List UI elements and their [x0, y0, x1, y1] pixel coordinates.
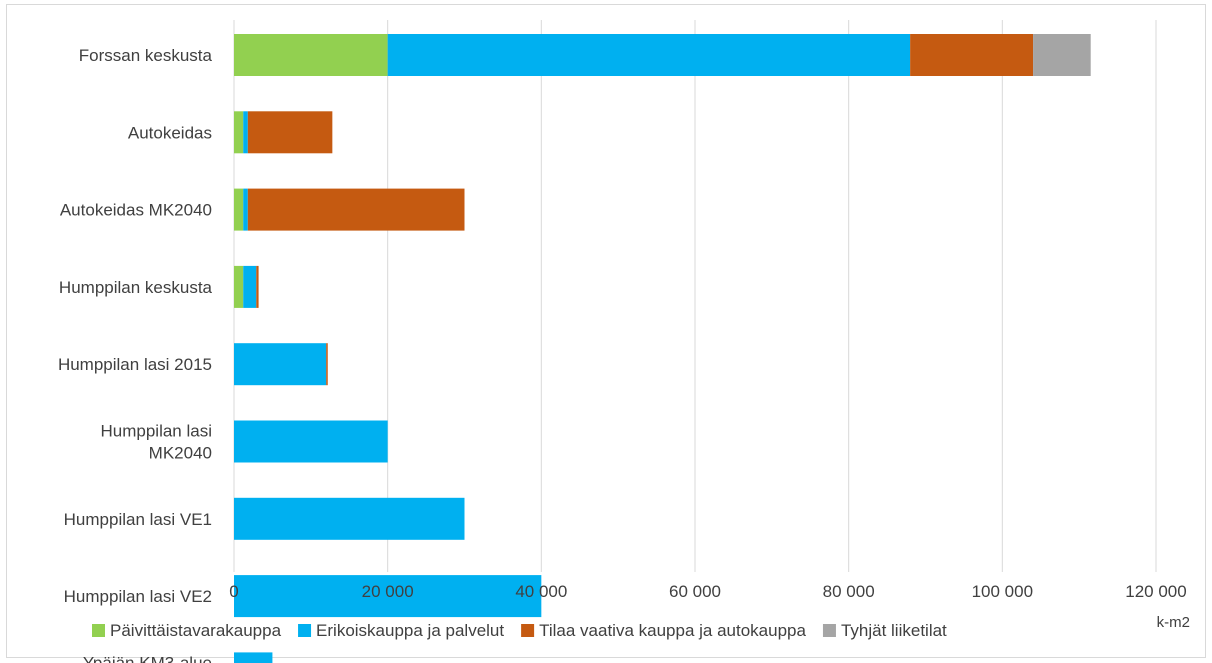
bar-8-series-1 [234, 652, 273, 663]
category-label-3: Humppilan keskusta [59, 278, 213, 297]
x-tick-label-0: 0 [229, 582, 238, 601]
chart-frame [6, 4, 1206, 658]
legend-label-1: Erikoiskauppa ja palvelut [316, 621, 504, 640]
bar-3-series-1 [243, 265, 257, 308]
legend: Päivittäistavarakauppa Erikoiskauppa ja p… [92, 621, 947, 640]
bar-4-series-1 [234, 343, 327, 386]
category-label-8-line-0: Ypäjän KM3-alue [83, 653, 212, 663]
category-label-6: Humppilan lasi VE1 [64, 510, 212, 529]
bar-2-series-2 [247, 188, 465, 231]
gridlines [233, 20, 1157, 572]
legend-swatch-0 [92, 624, 105, 637]
bar-1-series-2 [247, 111, 333, 154]
legend-label-3: Tyhjät liiketilat [841, 621, 947, 640]
bar-0-series-0 [234, 34, 388, 76]
x-tick-label-2: 40 000 [515, 582, 567, 601]
bar-4-series-2 [326, 343, 328, 386]
x-tick-labels: 0 20 000 40 000 60 000 80 000 100 000 120 000 [229, 582, 1186, 601]
bar-7-series-1 [234, 575, 542, 618]
category-label-5-line-1: MK2040 [149, 444, 212, 463]
legend-swatch-3 [822, 624, 836, 637]
bar-6-series-1 [234, 497, 465, 540]
category-label-4: Humppilan lasi 2015 [58, 355, 212, 374]
category-label-7: Humppilan lasi VE2 [64, 587, 212, 606]
bars [234, 34, 1091, 663]
legend-label-0: Päivittäistavarakauppa [110, 621, 282, 640]
bar-3-series-2 [256, 265, 259, 308]
bar-3-series-0 [234, 265, 244, 308]
bar-0-series-2 [910, 34, 1034, 76]
category-label-5-line-0: Humppilan lasi [101, 422, 213, 441]
legend-swatch-1 [298, 624, 312, 637]
x-tick-label-4: 80 000 [823, 582, 875, 601]
x-tick-label-1: 20 000 [362, 582, 414, 601]
x-axis-unit-label: k-m2 [1157, 614, 1190, 631]
bar-5-series-1 [234, 420, 388, 463]
category-labels: Forssan keskusta Autokeidas Autokeidas MK2… [58, 46, 213, 663]
x-tick-label-6: 120 000 [1125, 582, 1186, 601]
bar-0-series-1 [387, 34, 911, 76]
category-label-0: Forssan keskusta [79, 46, 213, 65]
category-label-1: Autokeidas [128, 123, 212, 142]
x-tick-label-5: 100 000 [972, 582, 1033, 601]
legend-label-2: Tilaa vaativa kauppa ja autokauppa [539, 621, 806, 640]
bar-2-series-1 [243, 188, 248, 231]
bar-1-series-1 [243, 111, 248, 154]
x-tick-label-3: 60 000 [669, 582, 721, 601]
bar-2-series-0 [234, 188, 244, 231]
category-label-2: Autokeidas MK2040 [60, 201, 212, 220]
bar-1-series-0 [234, 111, 244, 154]
legend-swatch-2 [521, 624, 535, 637]
bar-0-series-3 [1033, 34, 1091, 76]
